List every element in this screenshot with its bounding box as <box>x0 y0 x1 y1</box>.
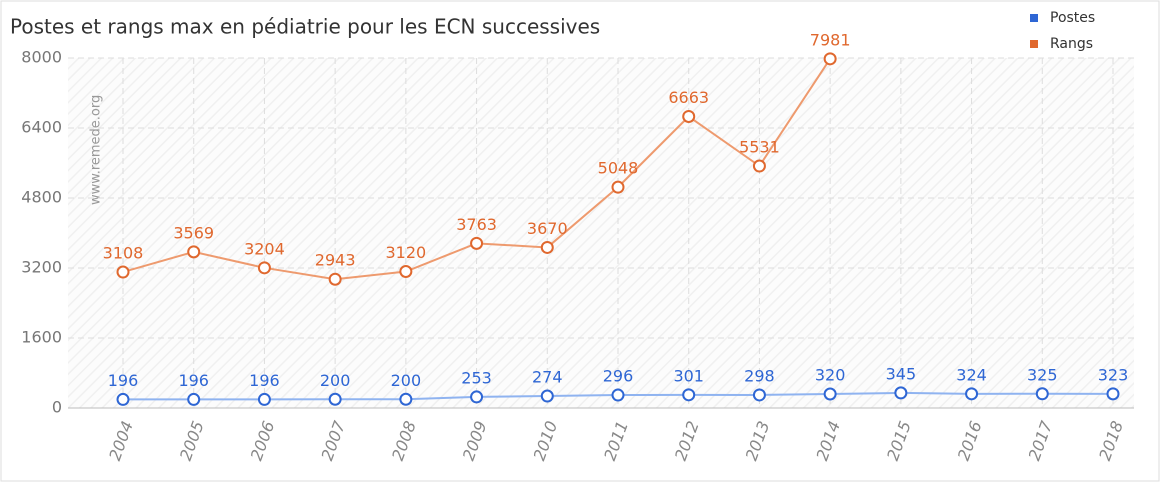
data-label: 324 <box>956 365 987 384</box>
data-point <box>328 392 342 406</box>
data-label: 296 <box>603 367 634 386</box>
data-point <box>965 387 979 401</box>
data-label: 3670 <box>527 219 568 238</box>
data-label: 5531 <box>739 138 780 157</box>
data-point <box>540 240 554 254</box>
data-point <box>257 392 271 406</box>
data-label: 298 <box>744 366 775 385</box>
data-label: 3569 <box>173 223 214 242</box>
data-label: 196 <box>178 371 209 390</box>
data-point <box>682 388 696 402</box>
data-point <box>682 109 696 123</box>
data-point <box>540 389 554 403</box>
data-label: 274 <box>532 368 563 387</box>
legend-label: Rangs <box>1050 36 1093 52</box>
data-point <box>116 265 130 279</box>
legend-swatch <box>1030 14 1038 22</box>
legend-swatch <box>1030 40 1038 48</box>
data-point <box>1035 387 1049 401</box>
data-point <box>470 390 484 404</box>
data-label: 325 <box>1027 365 1058 384</box>
data-point <box>752 388 766 402</box>
y-tick-label: 0 <box>52 398 62 417</box>
plot-area <box>68 58 1134 408</box>
y-tick-label: 1600 <box>21 328 62 347</box>
data-point <box>116 392 130 406</box>
data-label: 6663 <box>668 88 709 107</box>
data-point <box>399 392 413 406</box>
chart-title: Postes et rangs max en pédiatrie pour le… <box>10 15 600 39</box>
legend-label: Postes <box>1050 10 1095 26</box>
data-label: 253 <box>461 368 492 387</box>
y-tick-label: 3200 <box>21 258 62 277</box>
data-point <box>611 388 625 402</box>
data-label: 320 <box>815 366 846 385</box>
data-label: 196 <box>249 371 280 390</box>
data-label: 7981 <box>810 30 851 49</box>
data-point <box>823 52 837 66</box>
watermark: www.remede.org <box>89 95 104 205</box>
data-label: 5048 <box>598 159 639 178</box>
y-tick-label: 8000 <box>21 48 62 67</box>
y-tick-label: 6400 <box>21 118 62 137</box>
data-point <box>1106 387 1120 401</box>
data-label: 323 <box>1098 365 1129 384</box>
data-label: 3120 <box>385 243 426 262</box>
data-label: 2943 <box>315 251 356 270</box>
data-point <box>823 387 837 401</box>
data-label: 3108 <box>103 244 144 263</box>
data-point <box>399 265 413 278</box>
data-label: 345 <box>886 364 917 383</box>
data-label: 196 <box>108 371 139 390</box>
data-point <box>611 180 625 194</box>
data-point <box>187 245 201 259</box>
data-point <box>187 392 201 406</box>
data-label: 200 <box>391 371 422 390</box>
data-point <box>752 159 766 173</box>
data-point <box>894 386 908 400</box>
data-label: 301 <box>673 366 704 385</box>
data-label: 3763 <box>456 215 497 234</box>
data-point <box>257 261 271 275</box>
data-point <box>470 236 484 250</box>
data-label: 200 <box>320 371 351 390</box>
data-label: 3204 <box>244 239 285 258</box>
y-tick-label: 4800 <box>21 188 62 207</box>
data-point <box>328 272 342 286</box>
